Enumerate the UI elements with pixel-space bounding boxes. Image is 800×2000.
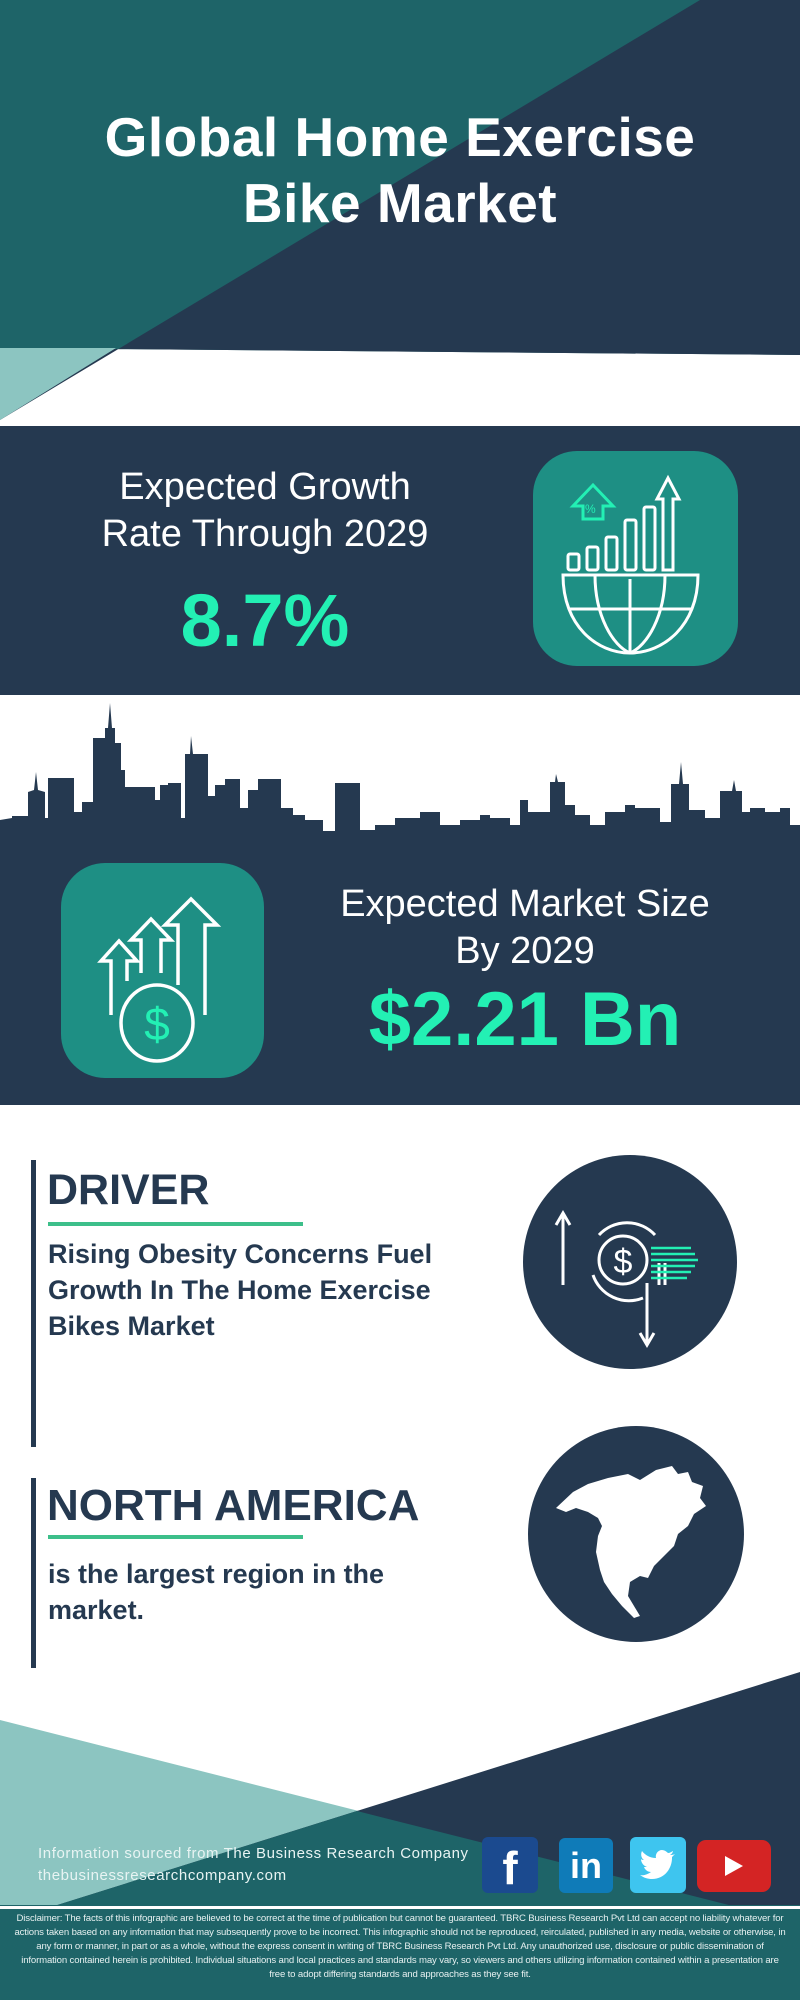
- market-size-label-line-2: By 2029: [455, 930, 595, 972]
- page-title: Global Home Exercise Bike Market: [0, 104, 800, 236]
- growth-label: Expected Growth Rate Through 2029: [60, 464, 470, 558]
- footer-divider: [0, 1906, 800, 1909]
- svg-text:%: %: [585, 502, 596, 516]
- driver-underline: [48, 1222, 303, 1226]
- market-size-label-line-1: Expected Market Size: [340, 883, 710, 925]
- driver-accent-bar: [31, 1160, 36, 1447]
- driver-title: DRIVER: [47, 1166, 210, 1214]
- disclaimer-bg: [0, 1905, 800, 2000]
- header-light-triangle: [0, 348, 116, 420]
- growth-label-line-1: Expected Growth: [119, 466, 411, 508]
- footer-teal-overlap: [0, 1811, 800, 1923]
- market-size-value: $2.21 Bn: [368, 977, 682, 1062]
- svg-text:$: $: [614, 1243, 633, 1281]
- source-text: Information sourced from The Business Re…: [38, 1845, 469, 1862]
- driver-text: Rising Obesity Concerns Fuel Growth In T…: [48, 1239, 433, 1341]
- region-title: NORTH AMERICA: [47, 1481, 420, 1530]
- region-text: is the largest region in the market.: [48, 1559, 385, 1625]
- youtube-icon[interactable]: [697, 1840, 771, 1892]
- title-line-2: Bike Market: [242, 172, 558, 234]
- website-link[interactable]: thebusinessresearchcompany.com: [38, 1867, 287, 1884]
- disclaimer: Disclaimer: The facts of this infographi…: [14, 1913, 786, 1980]
- globe-bar-chart-growth-icon: %: [533, 451, 738, 666]
- linkedin-icon[interactable]: in: [559, 1838, 613, 1893]
- title-line-1: Global Home Exercise: [104, 106, 696, 168]
- region-underline: [48, 1535, 303, 1539]
- svg-text:$: $: [144, 998, 170, 1050]
- footer-source: Information sourced from The Business Re…: [38, 1843, 469, 1887]
- north-america-map-icon: [528, 1426, 744, 1642]
- facebook-icon[interactable]: f: [482, 1837, 538, 1894]
- twitter-icon[interactable]: [630, 1837, 686, 1893]
- dollar-rising-arrows-icon: $: [61, 863, 264, 1078]
- market-size-label: Expected Market Size By 2029: [300, 881, 750, 975]
- header-navy-diagonal: [0, 0, 800, 420]
- growth-rate-value: 8.7%: [180, 579, 350, 662]
- dollar-exchange-icon: $: [523, 1155, 737, 1369]
- growth-label-line-2: Rate Through 2029: [101, 513, 429, 555]
- region-accent-bar: [31, 1478, 36, 1668]
- city-skyline: [0, 703, 800, 845]
